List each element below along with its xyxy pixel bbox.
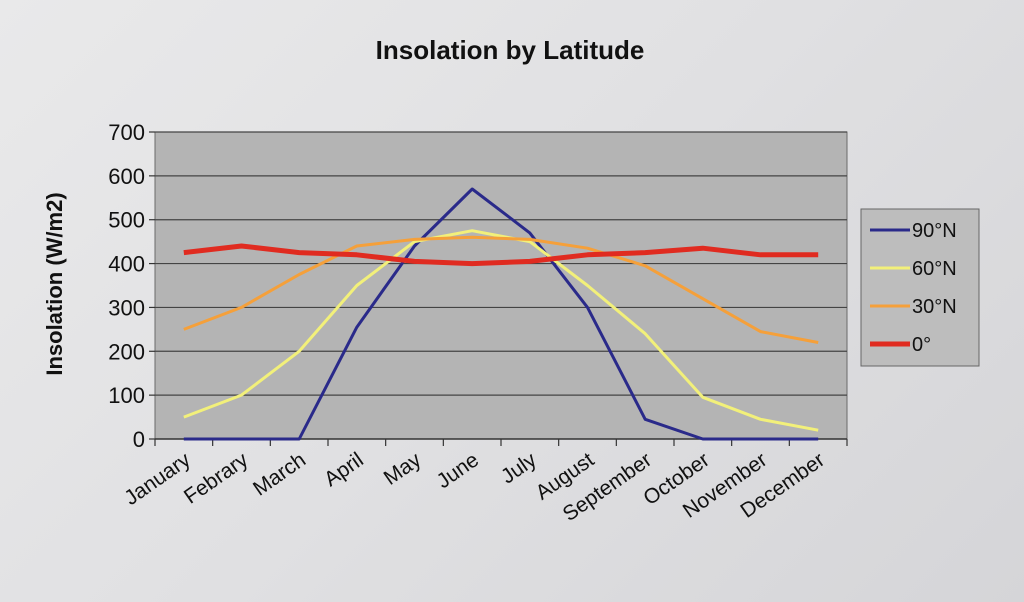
y-tick-label: 200 <box>108 339 145 364</box>
x-tick-label: January <box>120 448 195 510</box>
y-axis-ticks: 0 100 200 300 400 500 600 700 <box>108 120 155 452</box>
series-lines <box>183 187 819 441</box>
x-tick-label: May <box>380 448 426 490</box>
gridlines <box>155 131 847 440</box>
series-line-3 <box>183 235 819 344</box>
x-tick-label: July <box>497 448 541 489</box>
y-tick-label: 500 <box>108 208 145 233</box>
chart-title: Insolation by Latitude <box>376 35 645 65</box>
series-line-1 <box>183 187 819 441</box>
series-line-2 <box>183 229 819 432</box>
x-tick-label: Febrary <box>180 448 253 509</box>
legend-label-3: 30°N <box>912 296 957 318</box>
y-tick-label: 100 <box>108 383 145 408</box>
x-tick-label: March <box>249 448 310 500</box>
y-tick-label: 300 <box>108 295 145 320</box>
x-tick-label: April <box>320 448 368 491</box>
series-line-4 <box>183 243 819 267</box>
plot-area <box>154 131 848 440</box>
legend-label-2: 60°N <box>912 258 957 280</box>
y-axis-label: Insolation (W/m2) <box>42 192 67 375</box>
legend-label-1: 90°N <box>912 220 957 242</box>
legend: 90°N 60°N 30°N 0° <box>860 208 980 367</box>
y-tick-label: 400 <box>108 252 145 277</box>
legend-box <box>860 208 980 367</box>
x-tick-label: June <box>433 448 484 493</box>
y-tick-label: 0 <box>133 427 145 452</box>
legend-label-4: 0° <box>912 334 931 356</box>
y-tick-label: 600 <box>108 164 145 189</box>
y-tick-label: 700 <box>108 120 145 145</box>
